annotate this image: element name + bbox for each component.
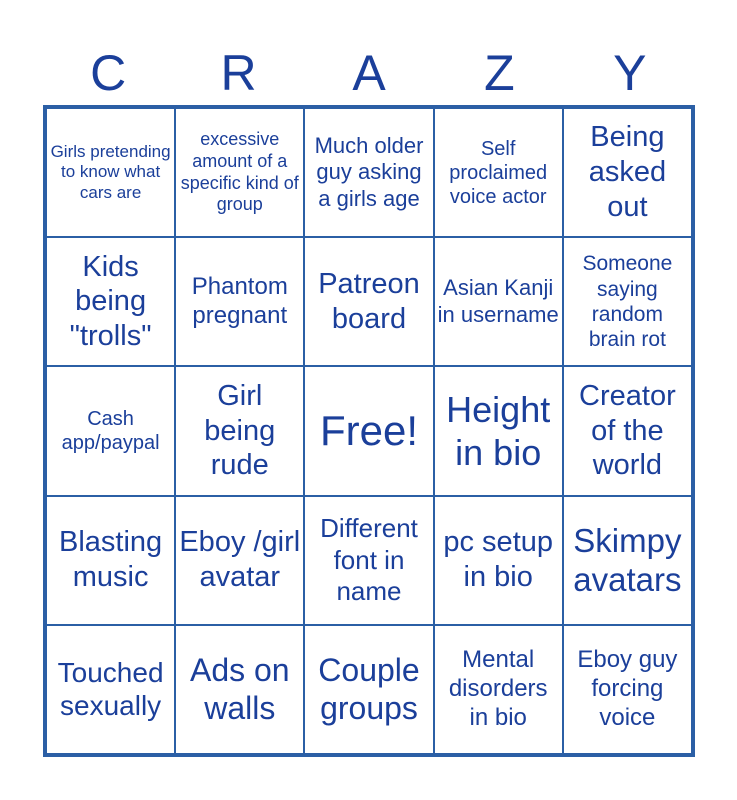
bingo-cell[interactable]: excessive amount of a specific kind of g… [175, 108, 305, 238]
bingo-cell[interactable]: Phantom pregnant [175, 237, 305, 367]
bingo-cell[interactable]: Much older guy asking a girls age [304, 108, 434, 238]
bingo-cell[interactable]: Height in bio [433, 366, 563, 496]
bingo-header: C R A Z Y [43, 40, 695, 106]
bingo-cell[interactable]: Patreon board [304, 237, 434, 367]
bingo-cell[interactable]: Ads on walls [175, 624, 305, 754]
bingo-cell[interactable]: Kids being "trolls" [46, 237, 176, 367]
bingo-cell[interactable]: Touched sexually [46, 624, 176, 754]
free-space-cell[interactable]: Free! [304, 366, 434, 496]
bingo-cell[interactable]: Couple groups [304, 624, 434, 754]
bingo-cell[interactable]: Girl being rude [175, 366, 305, 496]
header-letter-r: R [220, 45, 257, 101]
bingo-cell[interactable]: Eboy guy forcing voice [562, 624, 692, 754]
header-letter-c: C [90, 45, 127, 101]
bingo-cell[interactable]: Self proclaimed voice actor [433, 108, 563, 238]
header-letter-y: Y [613, 45, 647, 101]
header-letter-a: A [352, 45, 386, 101]
bingo-cell[interactable]: Mental disorders in bio [433, 624, 563, 754]
bingo-cell[interactable]: pc setup in bio [433, 495, 563, 625]
bingo-cell[interactable]: Cash app/paypal [46, 366, 176, 496]
bingo-cell[interactable]: Skimpy avatars [562, 495, 692, 625]
bingo-cell[interactable]: Eboy /girl avatar [175, 495, 305, 625]
bingo-cell[interactable]: Different font in name [304, 495, 434, 625]
bingo-cell[interactable]: Creator of the world [562, 366, 692, 496]
bingo-cell[interactable]: Blasting music [46, 495, 176, 625]
bingo-cell[interactable]: Being asked out [562, 108, 692, 238]
bingo-cell[interactable]: Girls pretending to know what cars are [46, 108, 176, 238]
bingo-cell[interactable]: Someone saying random brain rot [562, 237, 692, 367]
bingo-cell[interactable]: Asian Kanji in username [433, 237, 563, 367]
header-letter-z: Z [484, 45, 515, 101]
bingo-grid: Girls pretending to know what cars are ex… [43, 105, 695, 757]
